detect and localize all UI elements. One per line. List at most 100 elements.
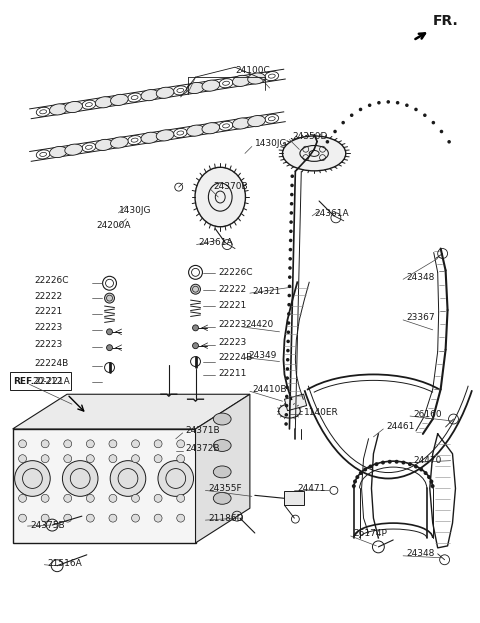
Circle shape: [177, 514, 185, 522]
Circle shape: [287, 321, 290, 325]
Ellipse shape: [156, 87, 174, 98]
Circle shape: [132, 440, 140, 448]
Circle shape: [396, 101, 399, 105]
Ellipse shape: [187, 125, 204, 136]
Text: 22221: 22221: [218, 300, 247, 310]
Circle shape: [109, 455, 117, 463]
Circle shape: [427, 475, 431, 479]
Circle shape: [191, 356, 201, 366]
Text: 24200A: 24200A: [96, 221, 131, 231]
Circle shape: [192, 325, 199, 331]
Text: 22223: 22223: [218, 338, 247, 347]
Circle shape: [401, 460, 406, 465]
Ellipse shape: [213, 466, 231, 478]
Circle shape: [288, 266, 292, 270]
Circle shape: [287, 312, 290, 316]
Circle shape: [109, 514, 117, 522]
Text: 24471: 24471: [297, 484, 326, 493]
Circle shape: [359, 471, 363, 475]
Circle shape: [290, 193, 294, 196]
Circle shape: [286, 376, 289, 380]
Circle shape: [447, 140, 451, 143]
Circle shape: [285, 395, 288, 398]
Circle shape: [41, 495, 49, 502]
Ellipse shape: [248, 115, 265, 126]
Text: 24349: 24349: [248, 351, 276, 360]
Circle shape: [368, 103, 372, 107]
Text: 24375B: 24375B: [30, 521, 65, 530]
Text: 24361A: 24361A: [314, 209, 349, 219]
Circle shape: [284, 422, 288, 426]
Text: 23367: 23367: [406, 313, 435, 323]
Circle shape: [109, 495, 117, 502]
Ellipse shape: [65, 102, 83, 113]
Text: 24348: 24348: [406, 549, 434, 558]
Circle shape: [105, 363, 114, 373]
Ellipse shape: [248, 73, 265, 84]
Text: 24371B: 24371B: [186, 426, 220, 435]
Circle shape: [86, 440, 94, 448]
Circle shape: [19, 495, 26, 502]
Circle shape: [350, 113, 353, 117]
Circle shape: [287, 330, 290, 334]
Text: 24361A: 24361A: [199, 238, 233, 247]
Text: 22223: 22223: [218, 320, 247, 330]
Circle shape: [105, 293, 114, 303]
Circle shape: [64, 440, 72, 448]
Circle shape: [288, 303, 291, 307]
Polygon shape: [12, 429, 195, 543]
Polygon shape: [12, 394, 250, 429]
Circle shape: [64, 514, 72, 522]
Circle shape: [132, 455, 140, 463]
Ellipse shape: [110, 94, 128, 105]
Circle shape: [424, 471, 428, 475]
Text: 22224B: 22224B: [35, 359, 69, 368]
Ellipse shape: [202, 123, 220, 134]
Circle shape: [355, 475, 360, 479]
Ellipse shape: [232, 75, 250, 87]
Ellipse shape: [96, 140, 113, 151]
Text: 1430JG: 1430JG: [120, 206, 152, 216]
Text: 26160: 26160: [413, 409, 442, 419]
Circle shape: [440, 130, 443, 133]
Text: 22222: 22222: [35, 292, 62, 301]
Circle shape: [381, 460, 385, 465]
Ellipse shape: [96, 97, 113, 108]
Circle shape: [359, 108, 362, 112]
Circle shape: [408, 462, 412, 466]
Circle shape: [192, 343, 199, 349]
Circle shape: [288, 248, 292, 252]
Text: 24372B: 24372B: [186, 444, 220, 454]
Circle shape: [286, 349, 290, 353]
Circle shape: [352, 484, 356, 488]
Circle shape: [405, 103, 408, 107]
Circle shape: [290, 184, 294, 187]
Ellipse shape: [213, 413, 231, 425]
Ellipse shape: [213, 492, 231, 504]
Ellipse shape: [65, 144, 83, 155]
Circle shape: [41, 514, 49, 522]
Ellipse shape: [202, 80, 220, 91]
Text: 22222: 22222: [218, 285, 246, 293]
Circle shape: [62, 460, 98, 497]
Text: FR.: FR.: [433, 14, 458, 27]
Text: 21186D: 21186D: [208, 513, 244, 523]
Ellipse shape: [49, 146, 67, 158]
Ellipse shape: [110, 137, 128, 148]
Text: 24470: 24470: [413, 456, 441, 465]
Text: 22223: 22223: [35, 323, 63, 332]
Ellipse shape: [232, 118, 250, 129]
Text: 22224B: 22224B: [218, 353, 252, 362]
Circle shape: [288, 275, 291, 279]
Circle shape: [154, 495, 162, 502]
Bar: [285, 394, 307, 411]
Text: 22211: 22211: [218, 369, 247, 378]
Circle shape: [289, 239, 292, 242]
Circle shape: [395, 460, 398, 464]
Circle shape: [285, 386, 289, 389]
Text: 22226C: 22226C: [218, 268, 253, 277]
Ellipse shape: [187, 82, 204, 93]
Circle shape: [353, 480, 357, 483]
Ellipse shape: [49, 104, 67, 115]
Circle shape: [290, 174, 294, 178]
